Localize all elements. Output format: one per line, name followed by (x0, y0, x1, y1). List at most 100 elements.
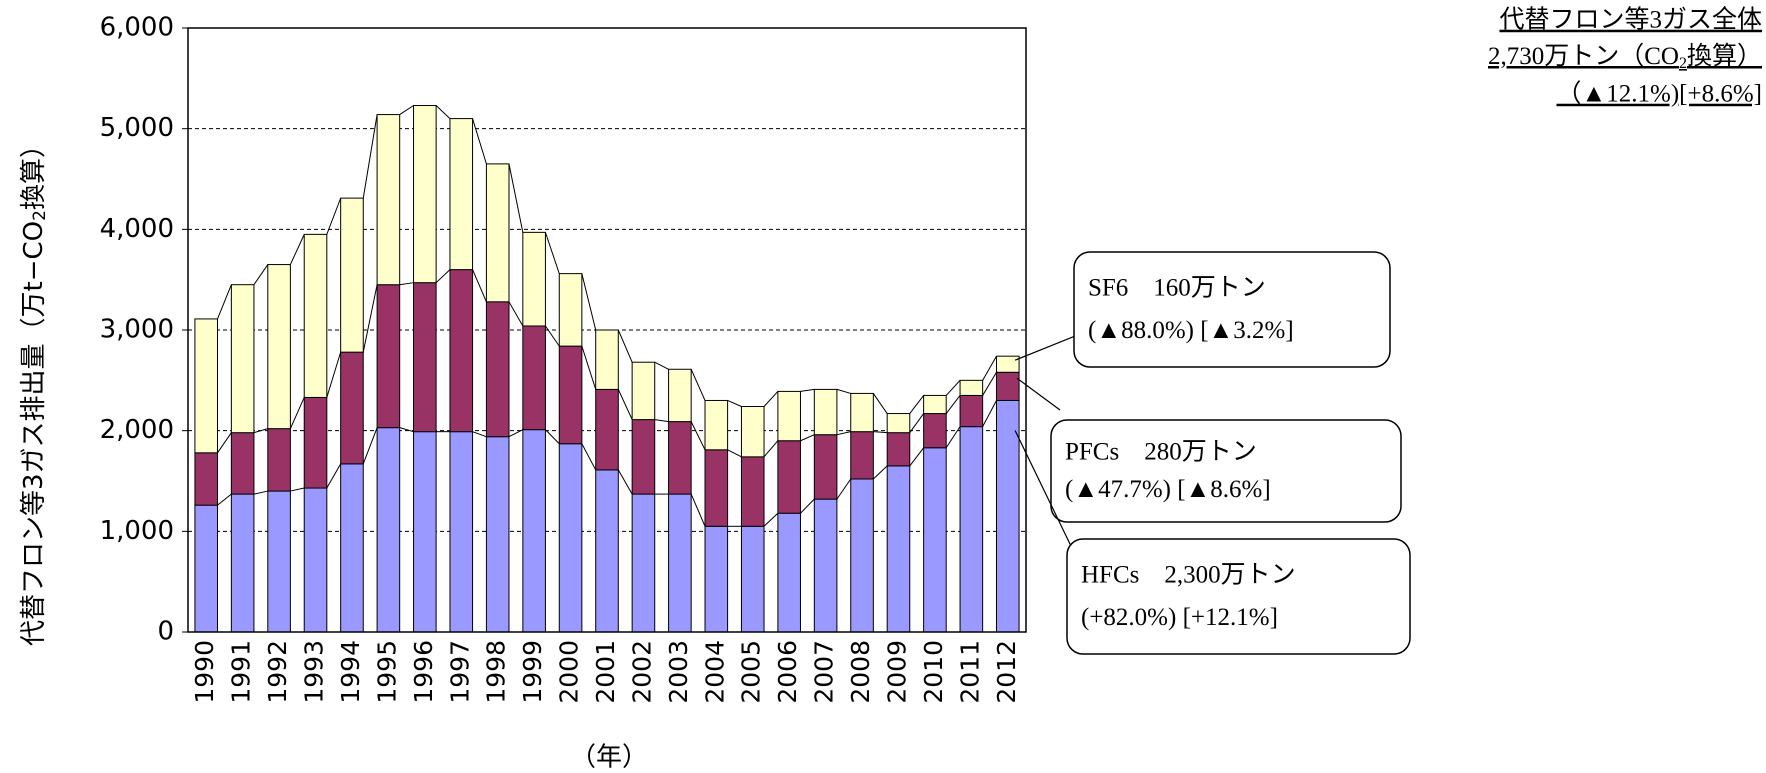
bar-segment (995, 355, 1020, 373)
x-tick-label: 2004 (700, 640, 729, 704)
connector (654, 419, 669, 423)
bar-segment (959, 394, 984, 428)
bar-segment (267, 490, 291, 633)
connector (253, 264, 269, 285)
callout-text: (▲47.7%) [▲8.6%] (1065, 476, 1271, 503)
bar-segment (595, 469, 619, 633)
connector (800, 498, 815, 514)
connector (763, 512, 779, 527)
bar-segment (995, 371, 1020, 401)
connector (982, 400, 997, 427)
connector (253, 490, 268, 495)
bar-segment (595, 388, 619, 471)
connector (217, 493, 232, 506)
connector (399, 282, 414, 286)
y-tick-label: 0 (157, 617, 174, 647)
x-tick-label: 1992 (263, 640, 292, 704)
bar-segment (376, 284, 401, 429)
bar-segment (704, 399, 729, 451)
bar-segment (449, 118, 474, 271)
bar-segment (194, 452, 219, 506)
x-tick-label: 2000 (555, 640, 584, 704)
bar-segment (449, 269, 474, 433)
connector (800, 434, 815, 442)
bar-segment (886, 413, 911, 434)
x-tick-label: 2001 (591, 640, 620, 704)
connector (326, 197, 342, 235)
callout-box (1073, 251, 1391, 368)
bar-segment (631, 361, 656, 421)
bar-segment (558, 443, 583, 633)
bar-segment (340, 463, 364, 633)
bar-segment (740, 525, 765, 633)
bar-segment (303, 396, 328, 489)
connector (399, 427, 414, 433)
connector (217, 432, 232, 454)
connector (581, 443, 597, 471)
bar-segment (923, 447, 947, 633)
x-tick-label: 1996 (409, 640, 438, 704)
x-tick-label: 2006 (773, 640, 802, 704)
bar-segment (923, 394, 947, 415)
x-tick-label: 1990 (190, 640, 219, 704)
connector (545, 325, 560, 347)
x-tick-label: 2007 (810, 640, 839, 704)
connector (690, 369, 706, 401)
bar-segment (413, 431, 437, 633)
bar-segment (813, 434, 838, 500)
bar-segment (850, 478, 874, 633)
bar-segment (449, 431, 474, 633)
connector (435, 269, 451, 284)
x-tick-label: 2012 (992, 640, 1021, 704)
connector (909, 447, 925, 467)
bar-segment (303, 487, 328, 633)
connector (472, 118, 487, 165)
bar-segment (485, 436, 510, 633)
bar-segment (668, 421, 692, 495)
bar-segment (194, 318, 219, 454)
callout-box (1066, 538, 1411, 655)
connector (982, 355, 997, 381)
x-axis-label: （年） (570, 743, 648, 773)
connector (654, 361, 669, 370)
x-tick-label: 1995 (372, 640, 401, 704)
connector (872, 465, 888, 480)
connector (399, 105, 414, 115)
bar-segment (558, 273, 583, 347)
connector (472, 431, 487, 438)
bar-segment (777, 440, 801, 514)
y-axis-label-part: 代替フロン等3ガス排出量（万t−CO (19, 221, 49, 646)
callout-text: SF6 160万トン (1088, 275, 1266, 302)
bar-segment (777, 512, 801, 633)
connector (945, 379, 961, 396)
connector (581, 345, 597, 390)
x-tick-label: 2011 (955, 640, 984, 704)
bar-segment (959, 379, 984, 396)
connector (253, 428, 268, 434)
bar-segment (886, 465, 911, 633)
bar-segment (631, 419, 656, 495)
connector (326, 352, 342, 398)
connector (617, 469, 633, 495)
connector (508, 301, 524, 327)
connector (727, 400, 742, 407)
bar-segment (303, 233, 328, 398)
bar-segment (850, 392, 874, 433)
connector (800, 388, 815, 392)
x-tick-label: 2009 (882, 640, 911, 704)
y-tick-label: 6,000 (100, 13, 174, 43)
bar-segment (740, 406, 765, 458)
callout-text: (▲88.0%) [▲3.2%] (1088, 317, 1294, 344)
connector (873, 431, 888, 434)
connector (289, 234, 305, 265)
connector (617, 329, 633, 363)
bar-segment (995, 399, 1020, 633)
bar-segment (376, 114, 401, 286)
bar-segment (595, 329, 619, 390)
x-tick-label: 2010 (919, 640, 948, 704)
connector (909, 413, 925, 433)
connector (727, 449, 742, 458)
connector (545, 429, 560, 445)
y-axis-label: 代替フロン等3ガス排出量（万t−CO2換算） (19, 132, 51, 646)
